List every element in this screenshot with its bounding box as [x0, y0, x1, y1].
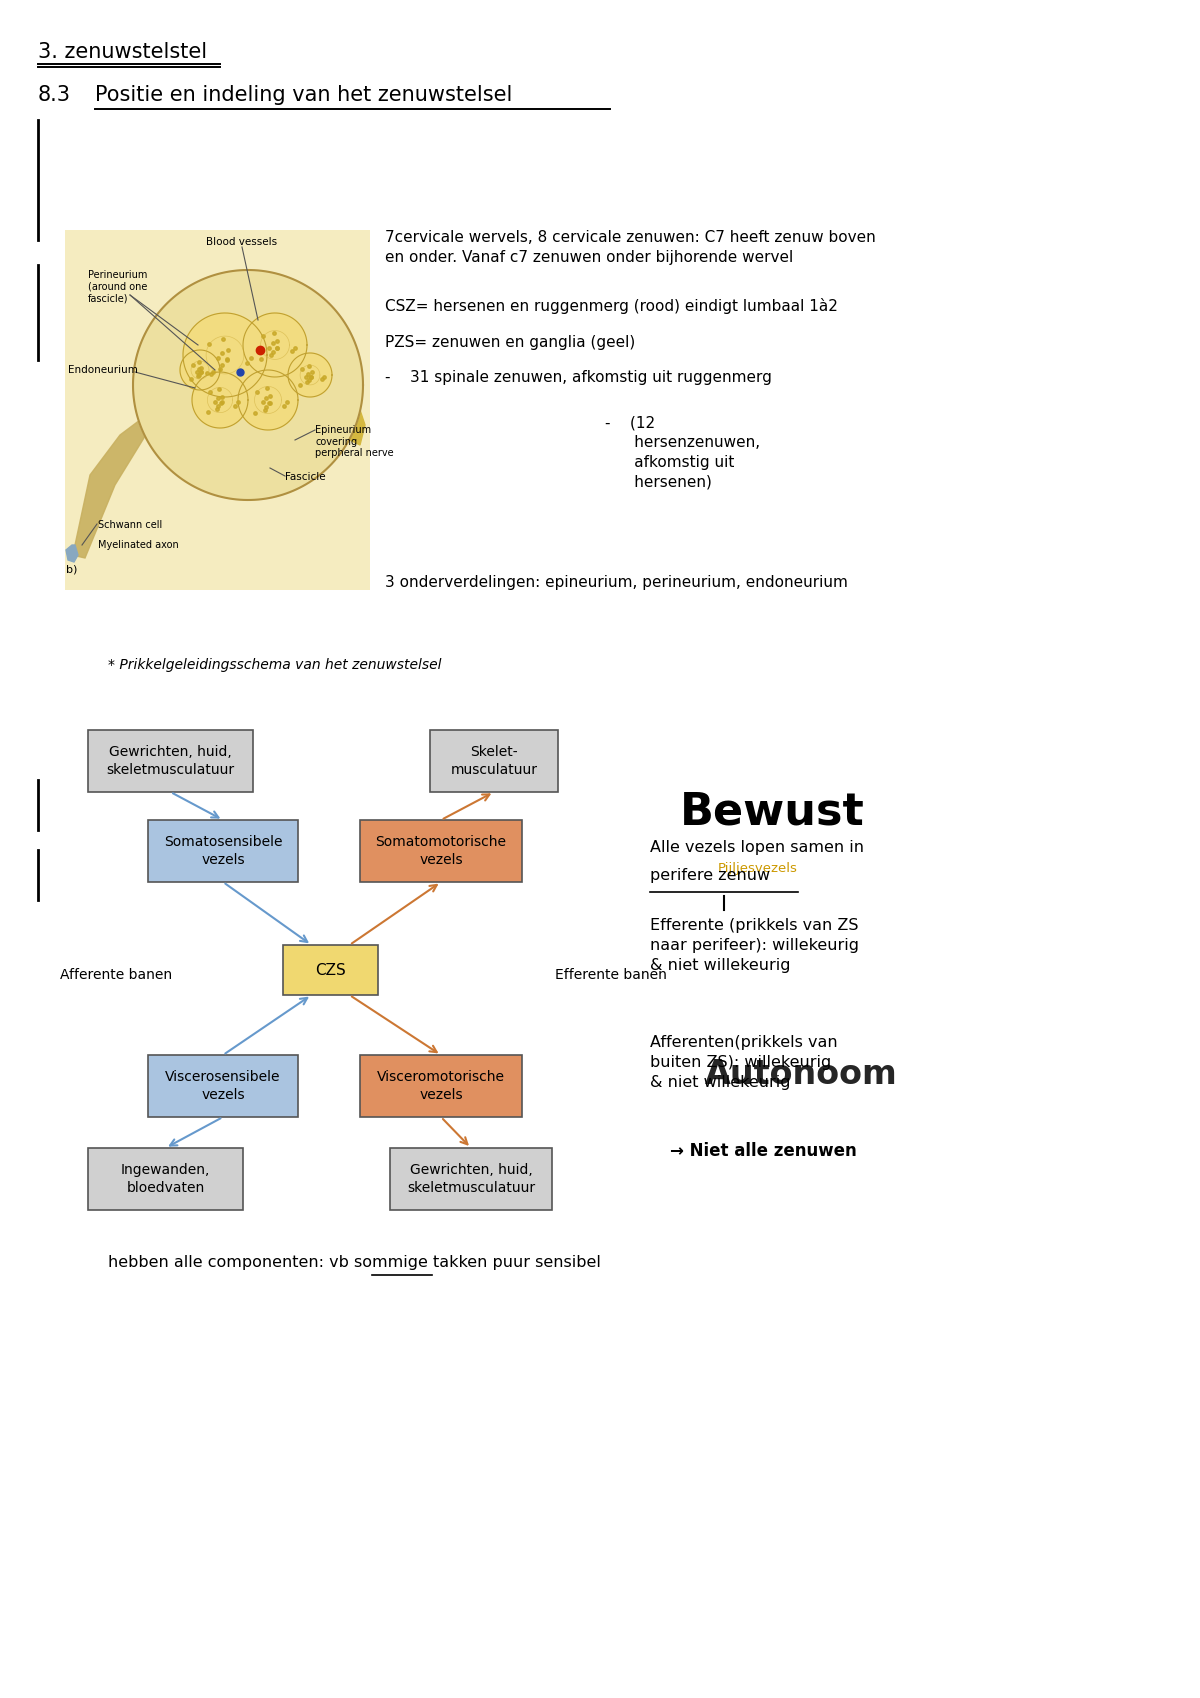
Polygon shape — [180, 350, 220, 391]
Text: perifere zenuw: perifere zenuw — [650, 868, 770, 883]
Text: Skelet-
musculatuur: Skelet- musculatuur — [450, 745, 538, 776]
Text: Visceromotorische
vezels: Visceromotorische vezels — [377, 1070, 505, 1102]
Polygon shape — [72, 370, 160, 559]
Text: Somatosensibele
vezels: Somatosensibele vezels — [163, 835, 282, 866]
Text: Ingewanden,
bloedvaten: Ingewanden, bloedvaten — [121, 1163, 210, 1195]
Polygon shape — [288, 353, 332, 397]
Polygon shape — [192, 372, 248, 428]
Text: 8.3: 8.3 — [38, 85, 71, 105]
Bar — [390, 1148, 552, 1211]
Text: Gewrichten, huid,
skeletmusculatuur: Gewrichten, huid, skeletmusculatuur — [107, 745, 234, 776]
Text: Somatomotorische
vezels: Somatomotorische vezels — [376, 835, 506, 866]
Text: Autonoom: Autonoom — [706, 1058, 898, 1092]
Text: Efferente banen: Efferente banen — [554, 968, 667, 981]
Text: CZS: CZS — [316, 963, 346, 978]
Text: -    31 spinale zenuwen, afkomstig uit ruggenmerg: - 31 spinale zenuwen, afkomstig uit rugg… — [385, 370, 772, 385]
Text: Pijljesvezels: Pijljesvezels — [718, 863, 798, 874]
Polygon shape — [244, 312, 307, 377]
Text: Blood vessels: Blood vessels — [206, 238, 277, 246]
Bar — [360, 1054, 522, 1117]
Text: Positie en indeling van het zenuwstelsel: Positie en indeling van het zenuwstelsel — [95, 85, 512, 105]
Polygon shape — [66, 545, 78, 562]
Text: 3. zenuwstelstel: 3. zenuwstelstel — [38, 42, 208, 63]
Text: Schwann cell: Schwann cell — [98, 520, 162, 530]
Text: Perineurium
(around one
fascicle): Perineurium (around one fascicle) — [88, 270, 148, 304]
Bar — [360, 820, 522, 881]
Text: CSZ= hersenen en ruggenmerg (rood) eindigt lumbaal 1à2: CSZ= hersenen en ruggenmerg (rood) eindi… — [385, 299, 838, 314]
Text: * Prikkelgeleidingsschema van het zenuwstelsel: * Prikkelgeleidingsschema van het zenuws… — [108, 659, 442, 672]
Bar — [283, 946, 378, 995]
Bar — [218, 340, 318, 419]
Text: Viscerosensibele
vezels: Viscerosensibele vezels — [166, 1070, 281, 1102]
Text: -    (12
      hersenzenuwen,
      afkomstig uit
      hersenen): - (12 hersenzenuwen, afkomstig uit herse… — [605, 414, 760, 489]
Text: Bewust: Bewust — [680, 790, 865, 834]
Text: b): b) — [66, 565, 77, 576]
Polygon shape — [133, 270, 364, 499]
Text: 3 onderverdelingen: epineurium, perineurium, endoneurium: 3 onderverdelingen: epineurium, perineur… — [385, 576, 848, 589]
Text: Afferente banen: Afferente banen — [60, 968, 172, 981]
Bar — [65, 229, 370, 589]
Text: hebben alle componenten: vb sommige takken puur sensibel: hebben alle componenten: vb sommige takk… — [108, 1255, 601, 1270]
Polygon shape — [340, 367, 365, 445]
Text: Myelinated axon: Myelinated axon — [98, 540, 179, 550]
Bar — [148, 820, 298, 881]
Text: Efferente (prikkels van ZS
naar perifeer): willekeurig
& niet willekeurig: Efferente (prikkels van ZS naar perifeer… — [650, 919, 859, 973]
Bar — [148, 1054, 298, 1117]
Text: Endoneurium: Endoneurium — [68, 365, 138, 375]
Text: Gewrichten, huid,
skeletmusculatuur: Gewrichten, huid, skeletmusculatuur — [407, 1163, 535, 1195]
Text: Epineurium
covering
perpheral nerve: Epineurium covering perpheral nerve — [314, 424, 394, 458]
Bar — [88, 730, 253, 791]
Bar — [88, 1148, 242, 1211]
Bar — [430, 730, 558, 791]
Polygon shape — [184, 312, 266, 397]
Text: PZS= zenuwen en ganglia (geel): PZS= zenuwen en ganglia (geel) — [385, 335, 635, 350]
Text: → Niet alle zenuwen: → Niet alle zenuwen — [670, 1143, 857, 1160]
Polygon shape — [238, 370, 298, 430]
Text: Afferenten(prikkels van
buiten ZS): willekeurig
& niet willekeurig: Afferenten(prikkels van buiten ZS): will… — [650, 1036, 838, 1090]
Text: 7cervicale wervels, 8 cervicale zenuwen: C7 heeft zenuw boven
en onder. Vanaf c7: 7cervicale wervels, 8 cervicale zenuwen:… — [385, 229, 876, 265]
Text: Fascicle: Fascicle — [286, 472, 325, 482]
Text: Alle vezels lopen samen in: Alle vezels lopen samen in — [650, 841, 864, 856]
